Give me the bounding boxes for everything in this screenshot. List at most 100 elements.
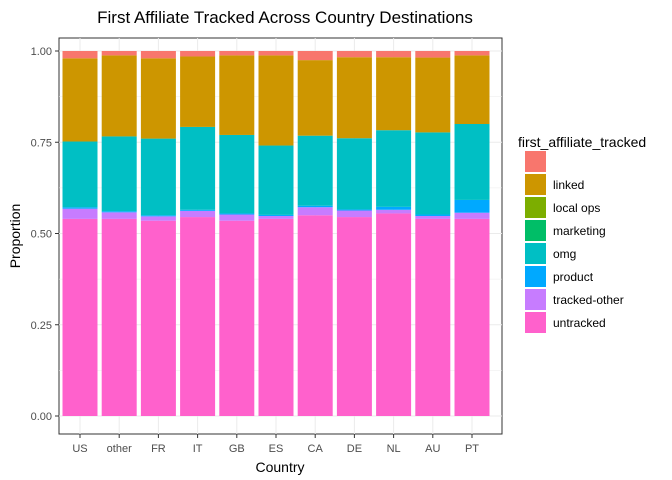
bar-segment-untracked xyxy=(297,215,333,416)
bar-segment-omg xyxy=(180,126,216,210)
x-tick-label: AU xyxy=(425,443,440,455)
bar-segment-tracked-other xyxy=(219,214,255,221)
x-axis-ticks: US other FR IT GB ES CA DE NL AU PT xyxy=(72,434,479,455)
x-axis-title: Country xyxy=(255,459,304,475)
legend-key-untracked xyxy=(525,312,546,333)
x-tick-label: GB xyxy=(229,443,245,455)
legend-key-na xyxy=(525,151,546,172)
legend-title: first_affiliate_tracked xyxy=(518,134,646,150)
bar-segment-omg xyxy=(219,134,255,214)
legend: first_affiliate_tracked linked local ops m… xyxy=(518,134,646,333)
bars xyxy=(62,51,490,416)
legend-label-product: product xyxy=(553,270,594,284)
y-tick-label: 1.00 xyxy=(31,46,52,58)
bar-segment-untracked xyxy=(180,217,216,416)
legend-label-local-ops: local ops xyxy=(553,201,600,215)
bar-segment-untracked xyxy=(140,220,176,416)
bar-segment-linked xyxy=(376,57,412,131)
bar-segment-linked xyxy=(140,58,176,139)
y-tick-label: 0.75 xyxy=(31,137,52,149)
bar-segment-product xyxy=(140,215,176,217)
bar-segment-untracked xyxy=(219,220,255,416)
bar-segment-na xyxy=(376,51,412,58)
bar-segment-untracked xyxy=(376,213,412,416)
bar-segment-product xyxy=(376,206,412,210)
chart-title: First Affiliate Tracked Across Country D… xyxy=(97,8,473,27)
legend-key-tracked-other xyxy=(525,289,546,310)
bar-segment-tracked-other xyxy=(62,208,98,219)
bar-segment-untracked xyxy=(101,218,137,416)
bar-segment-product xyxy=(62,207,98,209)
bar-segment-product xyxy=(297,205,333,208)
x-tick-label: IT xyxy=(193,443,203,455)
x-tick-label: PT xyxy=(465,443,479,455)
bar-segment-omg xyxy=(101,136,137,212)
bar-segment-linked xyxy=(336,57,372,139)
legend-key-omg xyxy=(525,243,546,264)
legend-label-marketing: marketing xyxy=(553,224,606,238)
bar-segment-tracked-other xyxy=(258,215,294,219)
x-tick-label: NL xyxy=(387,443,401,455)
bar-segment-omg xyxy=(258,145,294,215)
y-tick-label: 0.00 xyxy=(31,411,52,423)
bar-segment-omg xyxy=(62,141,98,208)
x-tick-label: CA xyxy=(308,443,324,455)
bar-segment-tracked-other xyxy=(297,207,333,216)
legend-key-marketing xyxy=(525,220,546,241)
y-tick-label: 0.50 xyxy=(31,229,52,241)
bar-segment-product xyxy=(219,213,255,215)
bar-segment-linked xyxy=(101,55,137,137)
bar-segment-product xyxy=(336,209,372,211)
legend-key-local-ops xyxy=(525,197,546,218)
bar-segment-tracked-other xyxy=(140,216,176,221)
y-axis-title: Proportion xyxy=(7,204,23,269)
bar-segment-tracked-other xyxy=(415,215,451,219)
bar-segment-linked xyxy=(297,60,333,136)
bar-segment-omg xyxy=(415,132,451,215)
bar-segment-tracked-other xyxy=(336,210,372,218)
bar-segment-na xyxy=(258,51,294,56)
bar-segment-product xyxy=(101,211,137,213)
bar-segment-linked xyxy=(258,55,294,146)
bar-segment-linked xyxy=(415,57,451,133)
bar-segment-untracked xyxy=(336,217,372,416)
x-tick-label: DE xyxy=(347,443,362,455)
x-tick-label: other xyxy=(107,443,132,455)
bar-segment-na xyxy=(454,51,490,56)
bar-segment-na xyxy=(180,51,216,57)
bar-segment-untracked xyxy=(258,218,294,416)
bar-segment-na xyxy=(101,51,137,56)
legend-label-linked: linked xyxy=(553,178,584,192)
bar-segment-na xyxy=(297,51,333,61)
legend-label-omg: omg xyxy=(553,247,576,261)
legend-key-product xyxy=(525,266,546,287)
bar-segment-linked xyxy=(62,58,98,142)
bar-segment-linked xyxy=(219,55,255,135)
y-axis-ticks: 0.00 0.25 0.50 0.75 1.00 xyxy=(31,46,59,423)
bar-segment-na xyxy=(336,51,372,58)
bar-segment-na xyxy=(62,51,98,59)
y-tick-label: 0.25 xyxy=(31,320,52,332)
bar-segment-omg xyxy=(336,138,372,210)
bar-segment-linked xyxy=(454,55,490,124)
bar-segment-product xyxy=(454,199,490,213)
bar-segment-untracked xyxy=(415,218,451,416)
bar-segment-omg xyxy=(140,138,176,216)
bar-segment-omg xyxy=(376,130,412,207)
legend-label-tracked-other: tracked-other xyxy=(553,293,624,307)
x-tick-label: ES xyxy=(269,443,284,455)
x-tick-label: FR xyxy=(151,443,166,455)
bar-segment-na xyxy=(219,51,255,56)
bar-segment-omg xyxy=(454,124,490,200)
bar-segment-na xyxy=(140,51,176,59)
bar-segment-product xyxy=(180,209,216,211)
bar-segment-untracked xyxy=(454,218,490,416)
bar-segment-tracked-other xyxy=(376,209,412,214)
bar-segment-tracked-other xyxy=(180,210,216,218)
bar-segment-na xyxy=(415,51,451,58)
legend-label-untracked: untracked xyxy=(553,316,606,330)
bar-segment-tracked-other xyxy=(101,212,137,219)
legend-key-linked xyxy=(525,174,546,195)
bar-segment-tracked-other xyxy=(454,212,490,219)
